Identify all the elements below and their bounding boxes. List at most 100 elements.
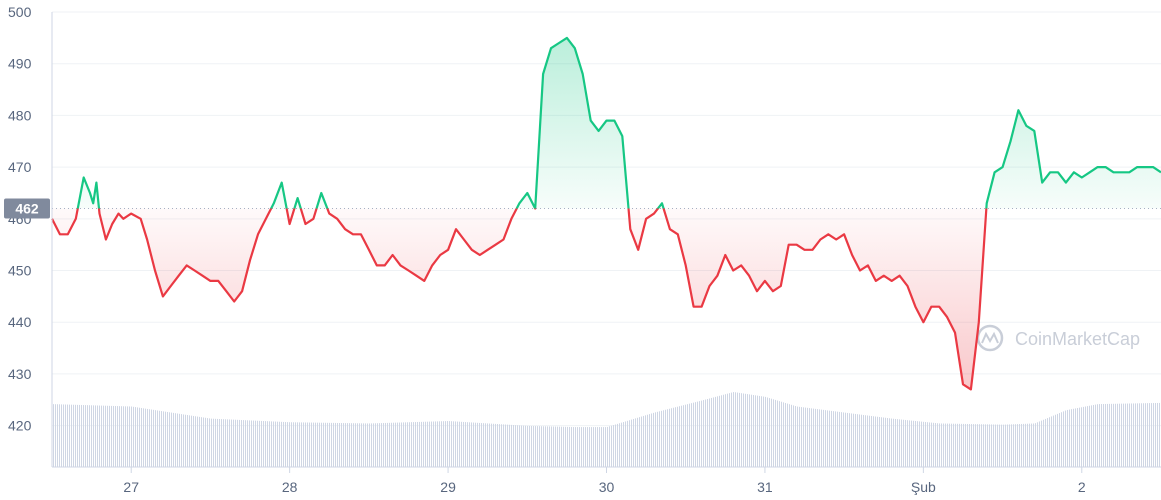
volume-bar — [403, 422, 404, 467]
volume-bar — [265, 421, 266, 467]
volume-bar — [609, 426, 610, 467]
volume-bar — [547, 426, 548, 467]
volume-bar — [991, 424, 992, 467]
volume-bar — [529, 425, 530, 467]
volume-bar — [1077, 408, 1078, 467]
volume-bar — [373, 423, 374, 467]
volume-bar — [597, 427, 598, 467]
volume-bar — [713, 397, 714, 467]
volume-bar — [441, 421, 442, 467]
volume-bar — [275, 421, 276, 467]
volume-bar — [125, 406, 126, 467]
volume-bar — [763, 396, 764, 467]
volume-bar — [1081, 407, 1082, 467]
volume-bar — [309, 422, 310, 467]
volume-bar — [719, 395, 720, 467]
volume-bar — [701, 400, 702, 467]
volume-bar — [315, 422, 316, 467]
volume-bar — [997, 424, 998, 467]
volume-bar — [473, 422, 474, 467]
volume-bar — [907, 420, 908, 467]
volume-bar — [147, 408, 148, 467]
volume-bar — [229, 419, 230, 467]
volume-bar — [1013, 424, 1014, 467]
volume-bar — [415, 422, 416, 467]
volume-bar — [475, 422, 476, 467]
volume-bar — [1129, 403, 1130, 467]
volume-bar — [693, 402, 694, 467]
volume-bar — [375, 423, 376, 467]
volume-bar — [1149, 403, 1150, 467]
volume-bar — [251, 420, 252, 467]
volume-bar — [115, 406, 116, 467]
volume-bar — [605, 427, 606, 467]
volume-bar — [531, 425, 532, 467]
volume-bar — [653, 412, 654, 467]
volume-bar — [287, 422, 288, 467]
volume-bar — [729, 393, 730, 467]
volume-bar — [453, 421, 454, 467]
volume-bar — [1105, 403, 1106, 467]
volume-bar — [513, 424, 514, 467]
volume-bar — [95, 405, 96, 467]
volume-bar — [133, 406, 134, 467]
volume-bar — [591, 427, 592, 467]
volume-bar — [501, 424, 502, 467]
volume-bar — [1133, 403, 1134, 467]
y-tick-label: 450 — [8, 263, 32, 279]
volume-bar — [1151, 403, 1152, 467]
volume-bar — [325, 422, 326, 467]
volume-bar — [85, 405, 86, 467]
volume-bar — [819, 409, 820, 467]
coinmarketcap-logo-icon — [976, 324, 1004, 352]
volume-bar — [121, 406, 122, 467]
volume-bar — [101, 405, 102, 467]
x-tick-label: 30 — [599, 479, 615, 495]
volume-bar — [445, 421, 446, 467]
volume-bar — [673, 407, 674, 467]
volume-bar — [573, 427, 574, 467]
volume-bar — [61, 404, 62, 467]
volume-bar — [645, 415, 646, 467]
volume-bar — [357, 423, 358, 467]
volume-bar — [615, 424, 616, 467]
volume-bar — [549, 426, 550, 467]
volume-bar — [703, 400, 704, 467]
volume-bar — [897, 419, 898, 467]
volume-bar — [559, 426, 560, 467]
volume-bar — [779, 401, 780, 467]
volume-bar — [173, 412, 174, 467]
volume-bar — [455, 421, 456, 467]
volume-bar — [257, 420, 258, 467]
y-tick-label: 420 — [8, 418, 32, 434]
volume-bar — [777, 400, 778, 467]
volume-bar — [915, 420, 916, 467]
volume-bar — [1069, 409, 1070, 467]
volume-bar — [581, 427, 582, 467]
volume-bar — [579, 427, 580, 467]
volume-bar — [1119, 403, 1120, 467]
volume-bar — [221, 419, 222, 467]
volume-bar — [667, 409, 668, 467]
volume-bar — [141, 408, 142, 467]
volume-bar — [679, 406, 680, 467]
volume-bar — [793, 405, 794, 467]
volume-bar — [245, 420, 246, 467]
volume-bar — [67, 404, 68, 467]
volume-bar — [1153, 403, 1154, 467]
volume-bar — [179, 413, 180, 467]
volume-bar — [683, 405, 684, 467]
volume-bar — [963, 423, 964, 467]
volume-bar — [347, 423, 348, 467]
volume-bar — [849, 413, 850, 467]
volume-bar — [941, 423, 942, 467]
y-tick-label: 430 — [8, 366, 32, 382]
volume-bar — [749, 394, 750, 467]
volume-bar — [237, 419, 238, 467]
volume-bar — [769, 398, 770, 467]
area-below-baseline — [52, 208, 987, 390]
volume-bar — [637, 417, 638, 467]
volume-bar — [207, 418, 208, 467]
volume-bar — [199, 416, 200, 467]
x-tick-label: 2 — [1078, 479, 1086, 495]
